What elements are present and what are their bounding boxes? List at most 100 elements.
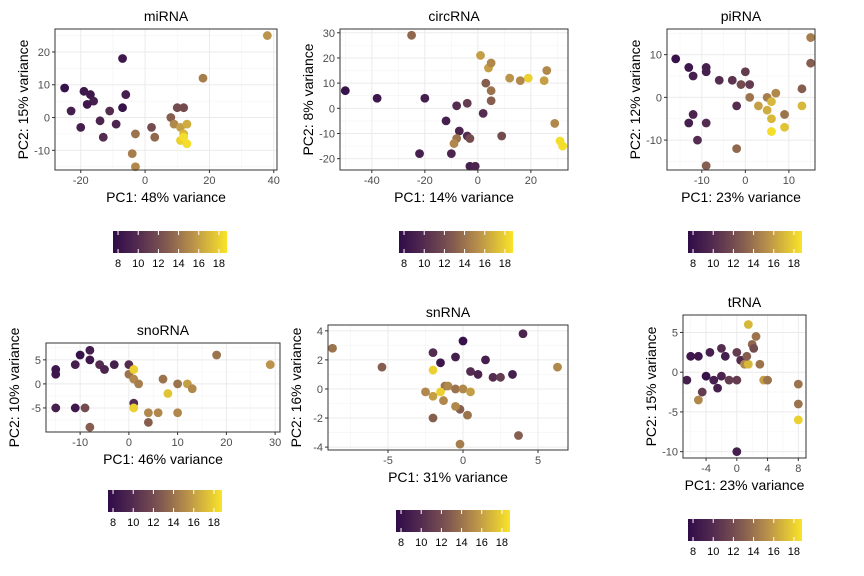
data-point — [797, 84, 807, 94]
data-point — [147, 122, 156, 132]
data-point — [686, 351, 696, 361]
colorbar-label: 10 — [127, 517, 139, 529]
data-point — [481, 78, 491, 88]
x-tick-label: -10 — [694, 175, 710, 187]
data-point — [158, 374, 168, 384]
y-tick-label: -10 — [319, 128, 335, 140]
y-tick-label: 10 — [38, 80, 50, 92]
data-point — [105, 106, 115, 116]
x-tick-label: 0 — [460, 455, 466, 467]
data-point — [767, 127, 776, 136]
colorbar — [113, 231, 227, 253]
panel-mirna: -20 0 20 40 -10 0 10 20 miRNA PC1: 48% variance PC… — [15, 8, 280, 270]
data-point — [688, 71, 698, 81]
plot-frame — [54, 28, 278, 171]
data-point — [684, 118, 694, 128]
data-point — [709, 375, 719, 385]
data-point — [179, 103, 189, 113]
data-point — [693, 351, 703, 361]
data-point — [100, 365, 109, 374]
data-point — [428, 391, 438, 401]
data-point — [265, 360, 275, 370]
data-point — [82, 100, 92, 109]
data-point — [497, 131, 507, 141]
data-point — [693, 395, 703, 405]
y-axis-title: PC2: 15% variance — [15, 39, 31, 159]
data-point — [428, 365, 438, 375]
colorbar-label: 16 — [476, 537, 488, 549]
colorbar-label: 10 — [707, 258, 719, 270]
data-point — [377, 362, 387, 372]
x-tick-label: 20 — [525, 175, 537, 187]
data-point — [780, 122, 789, 132]
y-tick-label: -2 — [313, 413, 323, 425]
x-tick-label: -4 — [701, 463, 711, 475]
y-tick-label: 5 — [35, 355, 41, 367]
data-point — [473, 370, 483, 379]
data-point — [505, 73, 515, 83]
colorbar-label: 18 — [499, 258, 511, 270]
colorbar-label: 10 — [132, 258, 144, 270]
data-point — [705, 347, 715, 357]
data-point — [85, 345, 95, 355]
colorbar-label: 12 — [147, 517, 159, 529]
data-point — [129, 365, 139, 374]
y-tick-label: 30 — [323, 28, 335, 40]
panel-title: snoRNA — [137, 322, 190, 338]
data-point — [693, 135, 702, 145]
data-point — [85, 355, 95, 365]
data-point — [720, 351, 730, 361]
y-tick-label: 0 — [44, 113, 50, 125]
data-point — [173, 408, 183, 418]
panel-circrna: -40 -20 0 20 -20 -10 0 10 20 30 circRNA PC1: 14% va… — [300, 8, 569, 270]
data-point — [470, 161, 480, 171]
y-tick-label: 4 — [317, 326, 323, 338]
data-point — [80, 403, 90, 413]
data-point — [806, 33, 816, 42]
data-point — [745, 92, 755, 102]
panel-trna: -4 0 4 8 -10 -5 0 5 tRNA PC1: 23% variance PC2: 15… — [643, 294, 807, 558]
colorbar-label: 18 — [213, 258, 225, 270]
data-point — [451, 352, 460, 362]
x-tick-label: 0 — [142, 175, 148, 187]
data-point — [518, 329, 528, 339]
data-point — [172, 103, 182, 113]
data-point — [724, 375, 734, 385]
colorbar-label: 16 — [768, 258, 780, 270]
data-point — [767, 97, 776, 107]
x-tick-label: 0 — [734, 463, 740, 475]
x-tick-label: 20 — [220, 437, 232, 449]
data-point — [118, 54, 127, 63]
data-point — [70, 360, 80, 370]
data-point — [793, 415, 803, 425]
x-tick-label: 0 — [742, 175, 748, 187]
colorbar-label: 14 — [167, 517, 179, 529]
data-point — [134, 379, 144, 389]
data-point — [131, 162, 140, 172]
data-point — [340, 86, 350, 96]
colorbar-label: 10 — [418, 258, 430, 270]
data-point — [682, 375, 692, 385]
y-tick-label: -10 — [646, 135, 662, 147]
data-point — [743, 359, 753, 369]
data-point — [182, 119, 192, 129]
data-point — [436, 358, 445, 368]
data-point — [118, 103, 127, 113]
data-point — [150, 132, 160, 142]
data-point — [697, 387, 707, 397]
data-point — [701, 161, 711, 171]
data-point — [372, 93, 382, 103]
data-point — [428, 348, 438, 358]
data-point — [85, 90, 95, 99]
data-point — [515, 76, 525, 86]
data-point — [466, 387, 475, 397]
y-axis-title: PC2: 10% variance — [6, 327, 22, 447]
y-tick-label: -10 — [662, 447, 678, 459]
colorbar — [399, 231, 513, 253]
colorbar-label: 8 — [690, 546, 696, 558]
x-axis-title: PC1: 48% variance — [106, 189, 226, 205]
data-point — [736, 80, 746, 89]
colorbar-label: 18 — [788, 546, 800, 558]
x-tick-label: 30 — [269, 437, 281, 449]
colorbar-label: 14 — [172, 258, 184, 270]
